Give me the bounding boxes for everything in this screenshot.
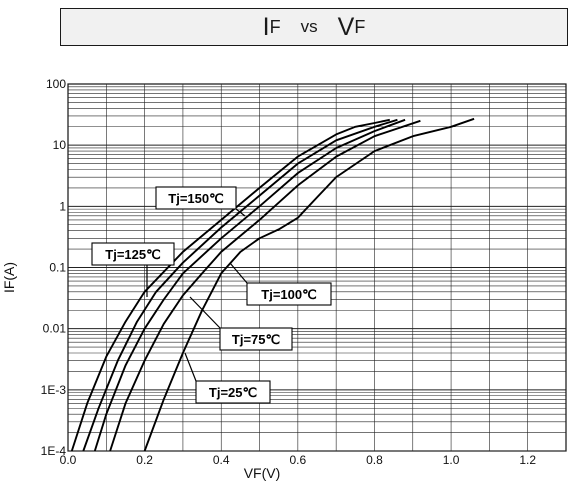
series-line xyxy=(70,118,390,452)
y-tick-label: 0.1 xyxy=(49,261,66,275)
annotation-pointer xyxy=(229,262,248,284)
x-tick-label: 0.8 xyxy=(366,453,383,467)
series-line xyxy=(109,119,421,452)
x-tick-label: 0.2 xyxy=(136,453,153,467)
x-axis-label: VF(V) xyxy=(244,465,281,481)
grid xyxy=(68,84,566,452)
y-tick-label: 0.01 xyxy=(43,322,67,336)
x-tick-label: 0.0 xyxy=(60,453,77,467)
y-tick-label: 10 xyxy=(53,138,67,152)
y-tick-label: 1E-3 xyxy=(41,383,67,397)
annotation-pointer xyxy=(235,208,246,217)
title-v: V xyxy=(337,12,355,41)
series-line xyxy=(93,118,406,452)
annotation-box xyxy=(219,327,293,351)
title-f2-subscript: F xyxy=(354,16,366,37)
annotation-pointer xyxy=(189,296,221,329)
y-tick-label: 1E-4 xyxy=(41,444,67,458)
annotation-label: Tj=75℃ xyxy=(232,332,280,347)
annotation-box xyxy=(246,282,332,306)
x-tick-label: 1.2 xyxy=(519,453,536,467)
annotation-pointer xyxy=(184,352,197,382)
x-tick-label: 1.0 xyxy=(443,453,460,467)
x-tick-label: 0.6 xyxy=(290,453,307,467)
title-i: I xyxy=(262,12,270,41)
series-line xyxy=(82,118,398,452)
y-tick-label: 1 xyxy=(59,199,66,213)
annotation-box xyxy=(91,242,175,266)
y-tick-label: 100 xyxy=(46,77,66,91)
annotation-label: Tj=100℃ xyxy=(261,287,316,302)
x-tick-label: 0.4 xyxy=(213,453,230,467)
annotation-box xyxy=(195,380,271,404)
annotation-box xyxy=(155,186,237,210)
title-vs: vs xyxy=(300,17,318,36)
annotation-label: Tj=25℃ xyxy=(209,385,257,400)
series-line xyxy=(143,117,475,452)
y-axis-label: IF(A) xyxy=(1,262,17,293)
annotation-label: Tj=150℃ xyxy=(168,191,223,206)
title-f-subscript: F xyxy=(269,16,281,37)
annotation-label: Tj=125℃ xyxy=(105,247,160,262)
